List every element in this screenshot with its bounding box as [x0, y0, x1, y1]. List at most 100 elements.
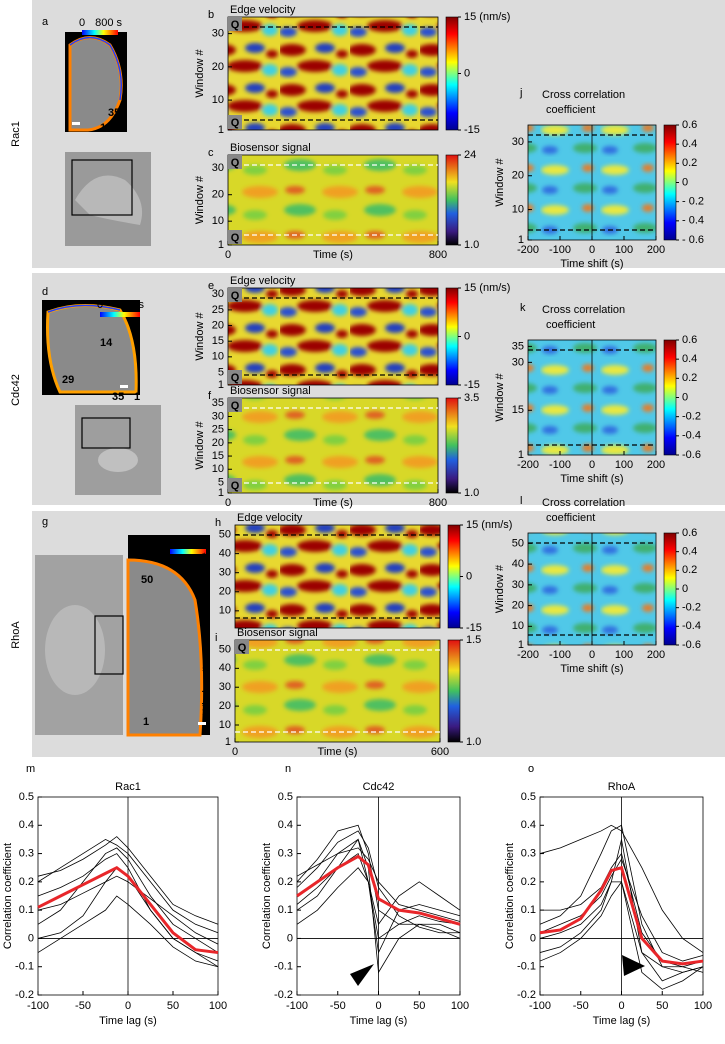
window-label: 35 — [108, 107, 120, 119]
panel-letter: m — [26, 763, 35, 775]
y-tick-label: 30 — [212, 162, 224, 174]
heatmap — [234, 524, 441, 629]
x-tick-label: 0 — [375, 1000, 381, 1012]
y-tick-label: 0.1 — [521, 904, 536, 916]
chart-title: Rac1 — [115, 781, 141, 793]
y-tick-label: -0.2 — [274, 989, 293, 1001]
colorbar-tick-label: 3.5 — [464, 392, 479, 404]
q-label: Q — [231, 19, 240, 31]
colorbar-tick-label: 0 — [682, 583, 688, 595]
y-tick-label: 25 — [212, 424, 224, 436]
colorbar-tick-label: 0 — [464, 330, 470, 342]
colorbar-tick-label: 0.4 — [682, 353, 697, 365]
y-tick-label: 20 — [512, 599, 524, 611]
x-tick-label: -100 — [549, 244, 571, 256]
series-line — [296, 854, 461, 926]
x-tick-label: 100 — [451, 1000, 469, 1012]
colorbar-tick-label: - 0.2 — [682, 196, 704, 208]
x-axis-label: Time (s) — [313, 497, 353, 509]
series-line — [37, 838, 219, 934]
y-axis-label: Correlation coefficient — [261, 843, 273, 949]
y-tick-label: 0.4 — [521, 819, 536, 831]
colorbar-tick-label: 1.0 — [464, 487, 479, 499]
x-tick-label: 0 — [225, 249, 231, 261]
panel-letter: k — [520, 302, 526, 314]
y-tick-label: 1 — [218, 239, 224, 251]
x-axis-label: Time lag (s) — [593, 1015, 651, 1027]
x-tick-label: 100 — [615, 244, 633, 256]
series-line — [37, 847, 219, 953]
y-axis-label: Window # — [494, 157, 506, 206]
y-tick-label: 20 — [219, 586, 231, 598]
y-tick-label: 5 — [218, 366, 224, 378]
colorbar-tick-label: -0.2 — [682, 411, 701, 423]
panel-letter: n — [285, 763, 291, 775]
time-scale-label: 800 s — [117, 299, 144, 311]
colorbar-tick-label: 0.2 — [682, 372, 697, 384]
y-tick-label: 10 — [212, 351, 224, 363]
colorbar-tick-label: -15 — [464, 124, 480, 136]
heatmap-title: Edge velocity — [237, 512, 303, 524]
y-tick-label: 20 — [212, 189, 224, 201]
y-tick-label: 1 — [518, 449, 524, 461]
y-tick-label: 1 — [218, 487, 224, 499]
y-tick-label: 25 — [212, 304, 224, 316]
window-label: 50 — [141, 574, 153, 586]
x-tick-label: 100 — [209, 1000, 227, 1012]
y-tick-label: -0.2 — [517, 989, 536, 1001]
y-axis-label: Window # — [194, 420, 206, 469]
y-tick-label: 10 — [219, 719, 231, 731]
colorbar-tick-label: -15 — [466, 622, 482, 634]
time-scale-label: 0 — [79, 17, 85, 29]
arrowhead — [622, 955, 645, 976]
heatmap-title: Edge velocity — [230, 275, 296, 287]
y-tick-label: 0.3 — [521, 847, 536, 859]
y-axis-label: Window # — [494, 372, 506, 421]
x-tick-label: 100 — [694, 1000, 712, 1012]
y-tick-label: 10 — [219, 605, 231, 617]
y-tick-label: 1 — [225, 736, 231, 748]
time-scale-bar — [82, 30, 118, 35]
x-tick-label: 800 — [429, 497, 447, 509]
series-line — [37, 875, 219, 945]
y-tick-label: 20 — [212, 437, 224, 449]
q-label: Q — [231, 480, 240, 492]
colorbar — [445, 16, 459, 131]
window-label: 35 — [112, 391, 124, 403]
colorbar-tick-label: -0.2 — [682, 602, 701, 614]
x-tick-label: 0 — [232, 746, 238, 758]
x-tick-label: 200 — [647, 244, 665, 256]
y-tick-label: 50 — [219, 528, 231, 540]
time-scale-label: 600 s — [183, 536, 210, 548]
y-axis-label: Window # — [494, 564, 506, 613]
colorbar-tick-label: 0.4 — [682, 138, 697, 150]
window-label: 29 — [62, 374, 74, 386]
colorbar — [663, 339, 677, 456]
x-axis-label: Time (s) — [313, 249, 353, 261]
colorbar — [447, 524, 461, 629]
x-axis-label: Time shift (s) — [560, 258, 623, 270]
window-label: 1 — [100, 122, 106, 134]
colorbar — [447, 639, 461, 743]
y-axis-label: Window # — [201, 551, 213, 600]
y-tick-label: 0.5 — [521, 791, 536, 803]
y-tick-label: 40 — [219, 662, 231, 674]
chart-title: Cdc42 — [363, 781, 395, 793]
y-tick-label: 35 — [212, 397, 224, 409]
y-tick-label: 0.2 — [521, 876, 536, 888]
colorbar-tick-label: 0.6 — [682, 334, 697, 346]
heatmap-title: coefficient — [546, 104, 595, 116]
x-axis-label: Time shift (s) — [560, 473, 623, 485]
colorbar-tick-label: 15 (nm/s) — [464, 11, 510, 23]
series-line — [296, 847, 461, 922]
colorbar-tick-label: - 0.6 — [682, 234, 704, 246]
q-label: Q — [231, 290, 240, 302]
q-label: Q — [231, 117, 240, 129]
colorbar-tick-label: 0 — [466, 570, 472, 582]
x-tick-label: -50 — [75, 1000, 91, 1012]
y-tick-label: 15 — [212, 335, 224, 347]
y-tick-label: 10 — [512, 620, 524, 632]
series-line — [539, 865, 704, 966]
y-tick-label: 30 — [212, 410, 224, 422]
